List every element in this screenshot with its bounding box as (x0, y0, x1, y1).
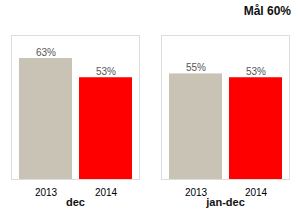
svg-text:2014: 2014 (95, 187, 118, 198)
svg-text:2013: 2013 (185, 187, 208, 198)
svg-text:2014: 2014 (245, 187, 268, 198)
svg-text:53%: 53% (96, 66, 116, 77)
svg-text:55%: 55% (186, 62, 206, 73)
svg-text:jan-dec: jan-dec (205, 196, 245, 208)
svg-text:2013: 2013 (35, 187, 58, 198)
svg-text:63%: 63% (36, 47, 56, 58)
svg-text:53%: 53% (246, 66, 266, 77)
html-text:Mål 60%: Mål 60% (243, 4, 291, 18)
svg-text:dec: dec (66, 196, 85, 208)
